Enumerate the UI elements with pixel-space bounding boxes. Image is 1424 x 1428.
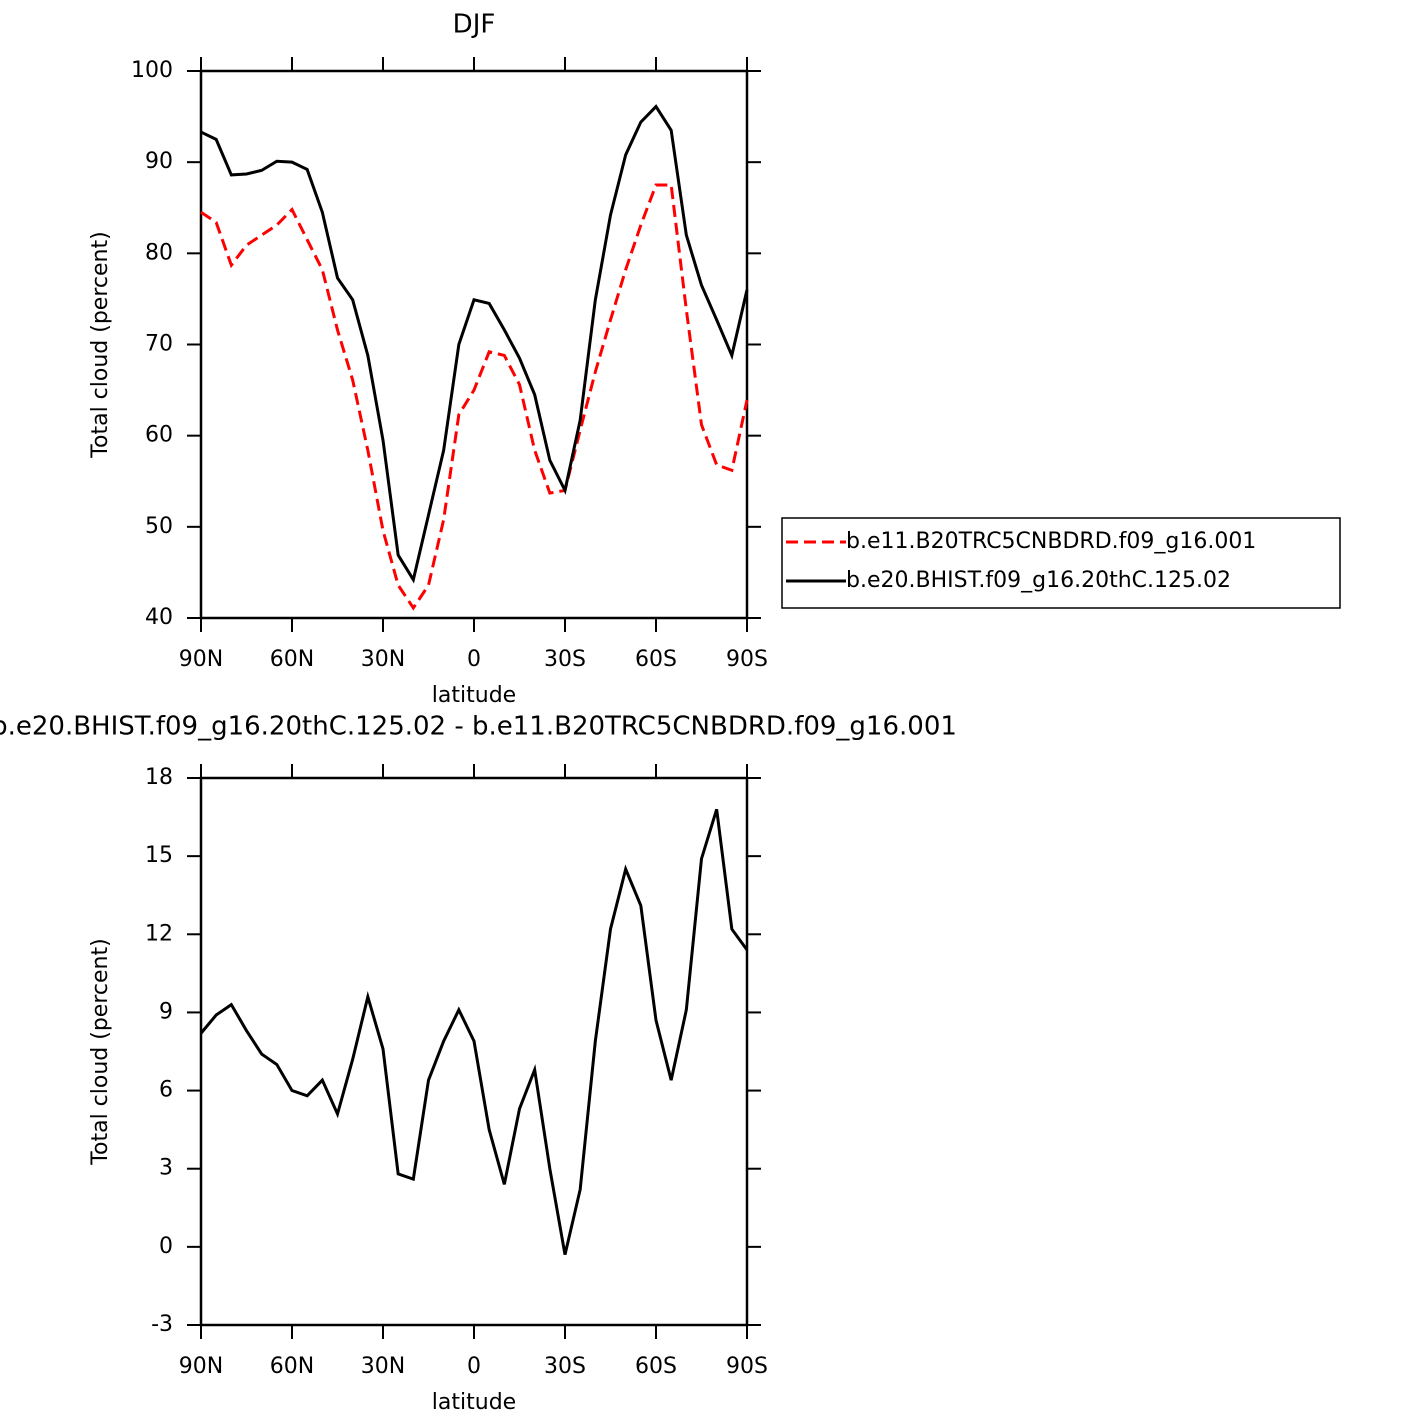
y-tick-label: 70	[145, 332, 173, 357]
y-tick-label: 15	[145, 843, 173, 868]
legend-label: b.e11.B20TRC5CNBDRD.f09_g16.001	[846, 529, 1256, 554]
y-tick-label: 6	[159, 1078, 173, 1103]
x-tick-label: 30N	[361, 647, 405, 672]
chart-title: b.e20.BHIST.f09_g16.20thC.125.02 - b.e11…	[0, 712, 957, 742]
x-tick-label: 60S	[635, 1354, 677, 1379]
legend-box	[781, 517, 1341, 609]
plot-frame	[199, 69, 749, 620]
y-tick-label: 0	[159, 1234, 173, 1259]
data-line	[200, 104, 749, 584]
x-tick-label: 30N	[361, 1354, 405, 1379]
x-tick-label: 90N	[179, 647, 223, 672]
y-tick-label: 90	[145, 149, 173, 174]
x-tick-label: 60N	[270, 1354, 314, 1379]
y-tick-label: 3	[159, 1156, 173, 1181]
y-axis-label: Total cloud (percent)	[88, 231, 113, 458]
y-tick-label: 50	[145, 514, 173, 539]
x-tick-label: 30S	[544, 647, 586, 672]
data-line	[199, 808, 749, 1256]
x-tick-label: 0	[467, 647, 481, 672]
x-axis-label: latitude	[432, 683, 516, 708]
y-tick-label: 100	[131, 58, 173, 83]
chart-title: DJF	[453, 10, 496, 40]
x-tick-label: 30S	[544, 1354, 586, 1379]
legend-label: b.e20.BHIST.f09_g16.20thC.125.02	[846, 568, 1231, 593]
y-tick-label: 80	[145, 240, 173, 265]
x-tick-label: 90N	[179, 1354, 223, 1379]
y-tick-label: 12	[145, 921, 173, 946]
x-tick-label: 60S	[635, 647, 677, 672]
x-tick-label: 0	[467, 1354, 481, 1379]
data-line	[200, 183, 749, 611]
y-tick-label: 9	[159, 999, 173, 1024]
x-tick-label: 60N	[270, 647, 314, 672]
y-tick-label: -3	[151, 1312, 173, 1337]
y-tick-label: 60	[145, 423, 173, 448]
y-tick-label: 40	[145, 605, 173, 630]
y-axis-label: Total cloud (percent)	[88, 938, 113, 1165]
x-tick-label: 90S	[726, 647, 768, 672]
y-tick-label: 18	[145, 765, 173, 790]
x-axis-label: latitude	[432, 1390, 516, 1415]
x-tick-label: 90S	[726, 1354, 768, 1379]
plot-frame	[199, 776, 749, 1327]
